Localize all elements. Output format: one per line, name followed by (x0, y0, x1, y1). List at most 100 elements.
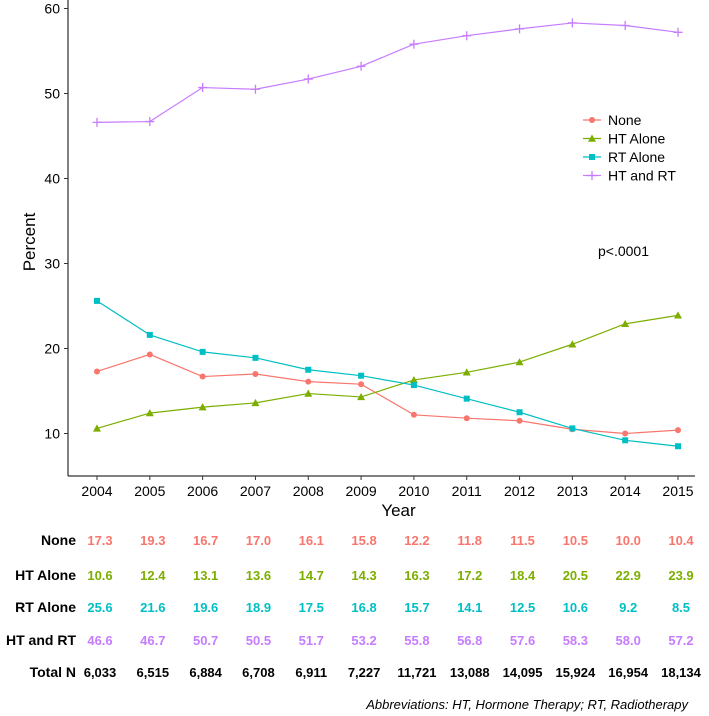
data-point (145, 409, 154, 417)
data-point (516, 409, 523, 416)
data-point (515, 358, 524, 366)
data-point (305, 378, 312, 385)
data-point (463, 395, 470, 402)
data-point (675, 443, 681, 450)
table-cell: 13.6 (246, 568, 271, 583)
data-point (94, 368, 100, 375)
table-cell: 15,924 (555, 665, 596, 680)
data-point (198, 403, 207, 411)
table-cell: 58.3 (563, 633, 588, 648)
x-tick-label: 2004 (81, 483, 112, 499)
legend-entry: HT and RT (608, 168, 676, 184)
data-point (673, 27, 683, 37)
table-cell: 9.2 (619, 600, 637, 615)
x-tick-label: 2009 (346, 483, 377, 499)
y-tick-label: 30 (44, 256, 60, 272)
table-cell: 6,911 (295, 665, 327, 680)
y-tick-label: 20 (44, 341, 60, 357)
table-cell: 57.2 (668, 633, 693, 648)
table-cell: 6,033 (84, 665, 117, 680)
data-point (620, 21, 630, 30)
table-cell: 46.7 (140, 633, 165, 648)
legend-key-marker (589, 154, 595, 160)
table-cell: 55.8 (404, 633, 429, 648)
data-point (462, 31, 472, 41)
table-cell: 13,088 (450, 665, 490, 680)
data-point (463, 415, 470, 422)
table-row-label: RT Alone (15, 599, 76, 615)
table-cell: 6,708 (242, 665, 275, 680)
x-tick-label: 2011 (452, 483, 482, 499)
table-cell: 18,134 (661, 665, 702, 680)
data-point (621, 319, 630, 328)
series-line-rt-alone (96, 300, 679, 447)
p-value-annotation: p<.0001 (598, 243, 649, 259)
data-point (462, 368, 471, 376)
table-cell: 16,954 (608, 665, 649, 680)
data-point (93, 424, 101, 432)
data-point (146, 351, 153, 358)
table-cell: 20.5 (563, 568, 588, 583)
data-point (410, 382, 417, 389)
legend-key-marker (588, 134, 596, 142)
legend-key-marker (589, 117, 595, 123)
table-cell: 11.8 (457, 533, 482, 548)
series-line-none (96, 353, 679, 435)
table-cell: 12.4 (140, 568, 166, 583)
legend-box (578, 103, 690, 189)
x-tick-label: 2012 (504, 483, 535, 499)
data-point (358, 372, 365, 379)
table-cell: 50.5 (246, 633, 271, 648)
table-cell: 8.5 (672, 600, 690, 615)
table-cell: 17.2 (457, 568, 482, 583)
table-cell: 15.8 (351, 533, 376, 548)
data-point (305, 366, 312, 373)
table-cell: 17.5 (299, 600, 324, 615)
table-cell: 22.9 (616, 568, 641, 583)
axes: 10 20 30 40 50 60 2004 2005 2006 2007 2008 2009 2010… (20, 0, 695, 520)
data-point (92, 117, 102, 127)
series-line-ht-alone (96, 314, 679, 429)
table-cell: 12.2 (404, 533, 429, 548)
table-cell: 7,227 (348, 665, 381, 680)
x-tick-label: 2015 (662, 483, 693, 499)
table-cell: 10.0 (616, 533, 641, 548)
x-axis-title: Year (381, 501, 416, 520)
data-point (250, 84, 260, 94)
table-cell: 14,095 (503, 665, 543, 680)
legend-entry: None (608, 112, 642, 128)
legend: None HT Alone RT Alone HT and RT (578, 103, 690, 189)
data-point (409, 39, 419, 49)
data-point (251, 398, 260, 407)
legend-entry: RT Alone (608, 149, 665, 165)
data-point (304, 389, 313, 397)
x-tick-label: 2005 (134, 483, 165, 499)
table-cell: 10.6 (563, 600, 588, 615)
data-point (675, 427, 681, 434)
table-row-label: HT Alone (15, 567, 76, 583)
data-point (622, 430, 629, 437)
data-point (622, 437, 629, 444)
x-tick-label: 2010 (398, 483, 429, 499)
table-cell: 11.5 (510, 533, 535, 548)
abbreviations-footnote: Abbreviations: HT, Hormone Therapy; RT, … (365, 697, 689, 712)
x-tick-label: 2007 (240, 483, 271, 499)
y-tick-label: 50 (44, 86, 60, 102)
table-cell: 16.1 (299, 533, 324, 548)
table-cell: 23.9 (668, 568, 693, 583)
data-point (94, 297, 100, 304)
data-point (516, 417, 523, 424)
data-point (568, 340, 577, 348)
table-cell: 14.3 (351, 568, 376, 583)
table-cell: 21.6 (140, 600, 165, 615)
table-cell: 58.0 (616, 633, 641, 648)
table-cell: 46.6 (87, 633, 112, 648)
y-axis-title: Percent (20, 212, 39, 271)
table-cell: 25.6 (87, 600, 112, 615)
table-cell: 16.8 (351, 600, 376, 615)
table-cell: 17.0 (246, 533, 271, 548)
table-cell: 16.3 (404, 568, 429, 583)
data-point (198, 83, 208, 93)
data-point (356, 61, 366, 71)
